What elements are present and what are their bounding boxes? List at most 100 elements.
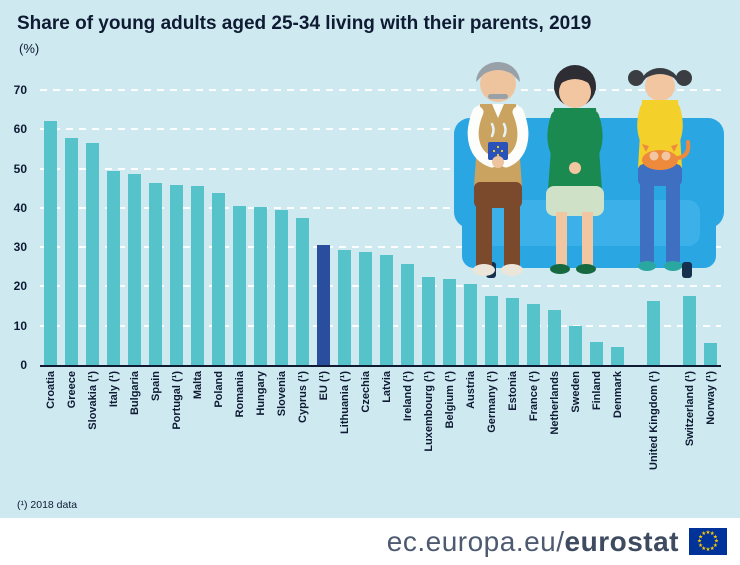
x-axis-label: United Kingdom (¹) [648, 371, 660, 470]
svg-text:★: ★ [698, 542, 703, 549]
x-axis-label: Denmark [612, 371, 624, 419]
bar [170, 185, 183, 365]
bar [359, 252, 372, 365]
bar [212, 192, 225, 365]
bar-column: Lithuania (¹) [334, 90, 355, 434]
bar [647, 300, 660, 365]
gridline [40, 206, 721, 209]
x-axis-label: Italy (¹) [108, 371, 120, 408]
bar-column: Hungary [250, 90, 271, 416]
x-axis-label: Latvia [381, 371, 393, 403]
gridline [40, 167, 721, 170]
family-illustration [454, 62, 724, 278]
x-axis-label: Finland [591, 371, 603, 411]
x-axis-label: Lithuania (¹) [339, 371, 351, 434]
plot-area: Croatia Greece Slovakia (¹) Italy (¹) Bulgar… [40, 89, 721, 470]
svg-text:★: ★ [701, 530, 706, 537]
bar-column: Switzerland (¹) [679, 90, 700, 446]
eu-flag-icon: ★ ★ ★ ★ ★ ★ ★ ★ ★ ★ ★ ★ [689, 528, 727, 555]
x-axis-label: Hungary [255, 371, 267, 416]
y-axis: 0 10 20 30 40 50 60 70 [0, 83, 34, 372]
svg-text:★: ★ [714, 538, 719, 545]
x-axis-label: Sweden [570, 371, 582, 413]
bar [296, 218, 309, 365]
bar [254, 207, 267, 365]
bar-column: Poland [208, 90, 229, 408]
y-tick-label: 60 [13, 122, 27, 137]
bar-column: Denmark [607, 90, 628, 418]
bar [464, 284, 477, 365]
x-axis-label: Belgium (¹) [444, 371, 456, 429]
bar-highlighted [317, 245, 330, 365]
bar [401, 264, 414, 365]
bar-column: United Kingdom (¹) [643, 90, 664, 470]
x-axis-label: Bulgaria [129, 371, 141, 416]
mother-figure [546, 65, 604, 274]
x-axis-label: Portugal (¹) [171, 371, 183, 430]
bar-column: Sweden [565, 90, 586, 413]
bar [107, 170, 120, 365]
bar [44, 121, 57, 365]
bar-column: Portugal (¹) [166, 90, 187, 430]
svg-text:★: ★ [706, 529, 711, 536]
bar-column: Greece [61, 90, 82, 408]
page-title: Share of young adults aged 25-34 living … [17, 13, 592, 34]
bar [275, 209, 288, 365]
x-axis-label: EU (¹) [318, 371, 330, 401]
bar [704, 343, 717, 365]
bar-column: Netherlands [544, 90, 565, 435]
x-axis-label: Cyprus (¹) [297, 371, 309, 423]
x-axis-label: Poland [213, 371, 225, 408]
bar-column: Czechia [355, 90, 376, 413]
footer-bar: ec.europa.eu/eurostat ★ ★ ★ ★ ★ ★ ★ ★ ★ … [0, 518, 740, 565]
x-axis-label: Norway (¹) [705, 371, 717, 425]
bar-column: Cyprus (¹) [292, 90, 313, 423]
bar [590, 342, 603, 365]
bar-column: Luxembourg (¹) [418, 90, 439, 452]
bar-column: Slovakia (¹) [82, 90, 103, 430]
y-tick-label: 30 [13, 240, 27, 255]
x-axis-label: Romania [234, 371, 246, 418]
bars-row: Croatia Greece Slovakia (¹) Italy (¹) Bulgar… [40, 90, 721, 470]
y-tick-label: 70 [13, 83, 27, 97]
y-tick-label: 20 [13, 279, 27, 294]
x-axis-line [40, 365, 721, 367]
x-axis-label: Netherlands [549, 371, 561, 435]
bar [149, 182, 162, 365]
svg-text:★: ★ [701, 545, 706, 552]
bar-column: EU (¹) [313, 90, 334, 400]
y-tick-label: 10 [13, 318, 27, 333]
grandfather-figure [467, 62, 529, 276]
x-axis-label: Estonia [507, 371, 519, 411]
bar-column: Ireland (¹) [397, 90, 418, 421]
bar [611, 347, 624, 365]
bar [338, 249, 351, 365]
daughter-figure [628, 68, 692, 271]
bar [683, 296, 696, 365]
x-axis-label: Ireland (¹) [402, 371, 414, 422]
x-axis-label: Luxembourg (¹) [423, 371, 435, 452]
bar [422, 277, 435, 365]
chart-unit-label: (%) [19, 41, 40, 56]
footnote: (¹) 2018 data [17, 499, 78, 511]
y-tick-label: 50 [13, 161, 27, 176]
footer-url-brand: eurostat [564, 525, 679, 557]
bar-column: Austria [460, 90, 481, 409]
bar [506, 298, 519, 365]
svg-text:★: ★ [710, 545, 715, 552]
bar [380, 255, 393, 365]
bar [548, 310, 561, 365]
bar-column: Italy (¹) [103, 90, 124, 407]
gridline [40, 89, 721, 91]
svg-text:★: ★ [713, 533, 718, 540]
x-axis-label: Malta [192, 371, 204, 400]
x-axis-label: Czechia [360, 371, 372, 413]
bar [485, 296, 498, 365]
bar-column: Latvia [376, 90, 397, 403]
bar-column: Slovenia [271, 90, 292, 416]
x-axis-label: Spain [150, 371, 162, 401]
x-axis-label: Austria [465, 371, 477, 409]
bar [233, 205, 246, 365]
x-axis-label: Slovakia (¹) [87, 371, 99, 430]
